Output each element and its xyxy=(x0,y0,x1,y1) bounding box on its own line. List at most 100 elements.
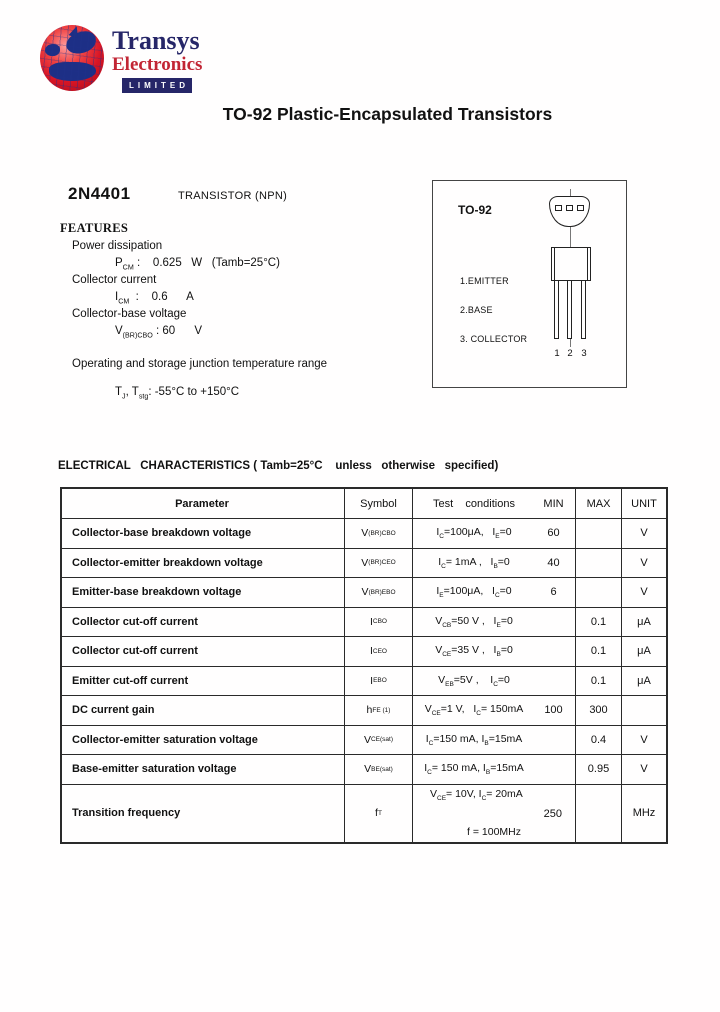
unit-cell: μA xyxy=(637,645,651,658)
symbol-cell: h FE (1) xyxy=(345,696,413,725)
parameter-cell: DC current gain xyxy=(62,696,345,725)
unit-cell: V xyxy=(640,733,648,746)
table-row: Collector cut-off current I CBO VCB=50 V , … xyxy=(62,606,666,636)
pin-label-emitter: 1.EMITTER xyxy=(460,276,509,286)
parameter-cell: Emitter-base breakdown voltage xyxy=(62,578,345,607)
max-cell xyxy=(576,519,622,548)
conditions-cell: VCB=50 V , IE=0 xyxy=(413,607,576,636)
conditions-cell: IC= 1mA , IB=0 40 xyxy=(413,548,576,577)
max-cell: 0.1 xyxy=(576,666,622,695)
lead-1 xyxy=(554,281,559,339)
lead-2 xyxy=(567,281,572,339)
conditions-cell: VCE=35 V , IB=0 xyxy=(413,637,576,666)
unit-cell: V xyxy=(640,763,648,776)
pin-pad xyxy=(555,205,562,211)
globe-logo-icon xyxy=(40,25,104,91)
table-row: Base-emitter saturation voltage V BE(sat) I… xyxy=(62,754,666,784)
parameter-cell: Collector cut-off current xyxy=(62,607,345,636)
logo-limited-badge: LIMITED xyxy=(122,78,192,93)
unit-cell xyxy=(622,696,666,725)
parameter-cell: Transition frequency xyxy=(62,784,345,842)
part-number: 2N4401 xyxy=(68,184,131,203)
header-parameter: Parameter xyxy=(62,489,345,518)
symbol-cell: V (BR)CBO xyxy=(345,519,413,548)
header-max: MAX xyxy=(576,489,622,518)
features-heading: FEATURES xyxy=(60,221,129,235)
min-value: 40 xyxy=(547,556,560,569)
header-min: MIN xyxy=(543,497,564,510)
body-seam xyxy=(587,248,588,280)
symbol-cell: I CBO xyxy=(345,607,413,636)
max-cell: 0.1 xyxy=(576,607,622,636)
feature-label: Power dissipation xyxy=(72,240,163,252)
header-unit: UNIT xyxy=(631,497,657,510)
logo-company-name: Transys xyxy=(112,26,200,55)
logo-text: Transys Electronics LIMITED xyxy=(112,25,202,93)
min-value: 100 xyxy=(544,704,563,717)
header-symbol: Symbol xyxy=(345,489,413,518)
pin-number: 2 xyxy=(567,348,573,359)
parameter-cell: Emitter cut-off current xyxy=(62,666,345,695)
symbol-cell: I EBO xyxy=(345,666,413,695)
max-cell xyxy=(576,548,622,577)
table-row: Transition frequency f T VCE= 10V, IC= 20m… xyxy=(62,783,666,842)
conditions-cell: IC=100μA, IE=0 60 xyxy=(413,519,576,548)
pin-pad xyxy=(577,205,584,211)
condition-text: VEB=5V , IC=0 xyxy=(438,673,510,688)
pin-pad xyxy=(566,205,573,211)
symbol-cell: V (BR)CEO xyxy=(345,548,413,577)
symbol-cell: I CEO xyxy=(345,637,413,666)
body-seam xyxy=(554,248,555,280)
pin-number: 3 xyxy=(581,348,587,359)
table-row: Collector-emitter saturation voltage V CE(… xyxy=(62,724,666,754)
parameter-cell: Collector-emitter breakdown voltage xyxy=(62,548,345,577)
characteristics-table: Parameter Symbol Test conditions MIN MAX… xyxy=(60,487,668,844)
max-cell: 300 xyxy=(576,696,622,725)
condition-text: VCB=50 V , IE=0 xyxy=(435,614,513,629)
feature-value: PCM : 0.625 W (Tamb=25°C) xyxy=(115,257,280,272)
symbol-cell: V BE(sat) xyxy=(345,755,413,784)
to92-front-view xyxy=(551,247,591,281)
condition-text: VCE=35 V , IB=0 xyxy=(435,644,513,659)
unit-cell: V xyxy=(640,527,648,540)
conditions-cell: IE=100μA, IC=0 6 xyxy=(413,578,576,607)
max-cell: 0.4 xyxy=(576,725,622,754)
feature-value: V(BR)CBO : 60 V xyxy=(115,325,202,340)
table-header-row: Parameter Symbol Test conditions MIN MAX… xyxy=(62,489,666,518)
header-test-conditions: Test conditions xyxy=(433,497,515,510)
condition-text: IE=100μA, IC=0 xyxy=(436,585,512,600)
parameter-cell: Base-emitter saturation voltage xyxy=(62,755,345,784)
unit-cell: V xyxy=(640,556,648,569)
table-row: Collector cut-off current I CEO VCE=35 V , … xyxy=(62,636,666,666)
conditions-cell: IC=150 mA, IB=15mA xyxy=(413,725,576,754)
parameter-cell: Collector-base breakdown voltage xyxy=(62,519,345,548)
pin-number: 1 xyxy=(554,348,560,359)
symbol-cell: V (BR)EBO xyxy=(345,578,413,607)
unit-cell: MHz xyxy=(632,807,656,819)
table-row: Collector-base breakdown voltage V (BR)CBO… xyxy=(62,518,666,548)
unit-cell: μA xyxy=(637,615,651,628)
to92-top-view xyxy=(549,196,590,227)
min-value: 250 xyxy=(543,808,562,821)
part-type: TRANSISTOR (NPN) xyxy=(178,190,288,202)
conditions-cell: VEB=5V , IC=0 xyxy=(413,666,576,695)
lead-3 xyxy=(581,281,586,339)
condition-text: IC=150 mA, IB=15mA xyxy=(425,732,523,747)
pin-label-base: 2.BASE xyxy=(460,305,493,315)
globe-landmass xyxy=(64,29,98,56)
unit-cell: μA xyxy=(637,674,651,687)
package-name: TO-92 xyxy=(458,203,492,217)
max-cell xyxy=(576,578,622,607)
company-logo: Transys Electronics LIMITED xyxy=(40,25,202,93)
electrical-characteristics-heading: ELECTRICAL CHARACTERISTICS ( Tamb=25°C u… xyxy=(58,460,499,472)
header-conditions: Test conditions MIN xyxy=(413,489,576,518)
min-value: 6 xyxy=(550,586,557,599)
pin-label-collector: 3. COLLECTOR xyxy=(460,334,528,344)
parameter-cell: Collector cut-off current xyxy=(62,637,345,666)
max-cell: 0.1 xyxy=(576,637,622,666)
table-row: Emitter cut-off current I EBO VEB=5V , IC=0… xyxy=(62,665,666,695)
table-body: Collector-base breakdown voltage V (BR)CBO… xyxy=(62,518,666,842)
max-cell: 0.95 xyxy=(576,755,622,784)
symbol-cell: V CE(sat) xyxy=(345,725,413,754)
